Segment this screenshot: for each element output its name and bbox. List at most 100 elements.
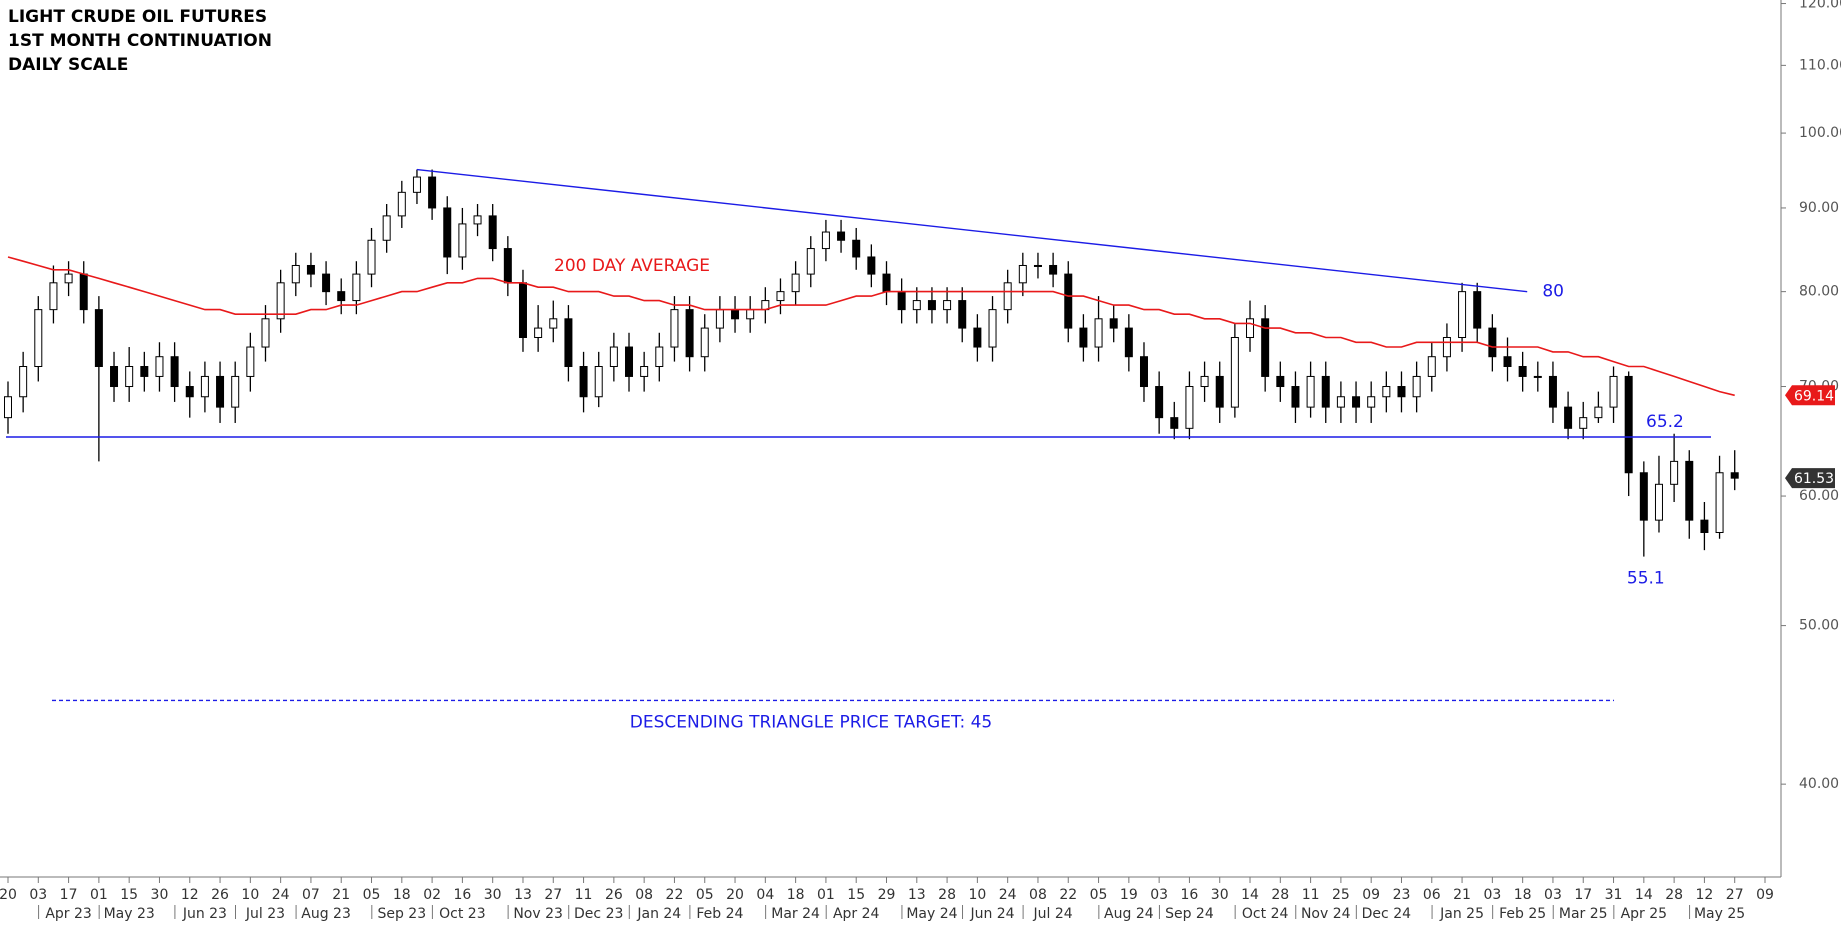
month-label: Feb 25 [1499,906,1546,922]
x-tick-label: 11 [575,887,593,903]
x-tick-label: 05 [696,887,714,903]
candle-body [882,273,891,293]
candle-body [579,366,588,398]
candle-body [988,309,997,348]
candle-body [110,366,119,388]
month-label: Mar 24 [771,906,820,922]
candle-body [306,264,315,275]
candle-body [488,215,497,250]
candle-body [79,273,88,311]
x-tick-label: 27 [544,887,562,903]
x-tick-label: 10 [241,887,259,903]
candle-body [1200,375,1209,388]
candle-body [261,318,270,348]
x-tick-label: 20 [0,887,17,903]
x-tick-label: 26 [605,887,623,903]
low-label: 55.1 [1627,569,1665,589]
x-tick-label: 31 [1605,887,1623,903]
candle-body [1230,336,1239,408]
price-tag [1785,385,1835,406]
candle-body [1518,366,1527,377]
candle-body [246,346,255,377]
x-tick-label: 03 [29,887,47,903]
candle-body [1609,375,1618,408]
x-tick-label: 25 [1332,887,1350,903]
x-tick-label: 18 [393,887,411,903]
candle-body [443,207,452,258]
candle-body [1397,386,1406,398]
chart-subtitle: 1ST MONTH CONTINUATION [8,31,272,51]
x-tick-label: 26 [211,887,229,903]
candle-body [1548,375,1557,408]
candle-body [276,282,285,320]
x-tick-label: 24 [272,887,290,903]
support-label: 65.2 [1646,412,1684,432]
candle-body [655,346,664,368]
month-label: Oct 24 [1242,906,1289,922]
candle-body [746,309,755,320]
month-label: Apr 23 [45,906,91,922]
candle-body [397,191,406,217]
candle-body [1715,472,1724,533]
candle-body [1139,356,1148,388]
price-tag-label: 61.53 [1794,471,1834,487]
candle-body [685,309,694,358]
month-label: Nov 24 [1301,906,1351,922]
x-tick-label: 06 [1423,887,1441,903]
month-label: May 25 [1694,906,1745,922]
candle-body [1124,327,1133,358]
candle-body [1094,318,1103,348]
candle-body [1564,406,1573,429]
price-tag-label: 69.14 [1794,388,1834,404]
month-label: Nov 23 [513,906,563,922]
candle-body [776,291,785,302]
month-label: May 23 [104,906,155,922]
month-label: May 24 [906,906,957,922]
month-label: Dec 23 [574,906,623,922]
candle-body [806,248,815,275]
moving-average-label: 200 DAY AVERAGE [554,256,710,276]
candle-body [1291,386,1300,408]
x-tick-label: 01 [90,887,108,903]
x-tick-label: 15 [120,887,138,903]
candle-body [1533,375,1542,378]
candle-body [731,309,740,320]
candle-body [594,366,603,398]
candle-body [1624,375,1633,474]
candle-body [1003,282,1012,311]
month-label: Sep 23 [377,906,426,922]
x-tick-label: 20 [726,887,744,903]
candle-body [1382,386,1391,398]
candle-body [64,273,73,284]
month-label: Aug 24 [1104,906,1154,922]
x-tick-label: 30 [151,887,169,903]
candle-body [1594,406,1603,419]
candle-body [897,291,906,311]
candle-body [1321,375,1330,408]
candle-body [140,366,149,377]
x-tick-label: 10 [968,887,986,903]
x-tick-label: 30 [484,887,502,903]
candle-body [670,309,679,348]
month-label: Dec 24 [1362,906,1411,922]
candle-body [1109,318,1118,329]
x-tick-label: 04 [756,887,774,903]
x-tick-label: 21 [1453,887,1471,903]
candle-body [625,346,634,377]
candle-body [1352,396,1361,408]
candle-body [564,318,573,368]
x-tick-label: 12 [181,887,199,903]
x-tick-label: 29 [878,887,896,903]
x-tick-label: 01 [817,887,835,903]
candle-body [1427,356,1436,377]
candle-body [549,318,558,329]
x-tick-label: 16 [1181,887,1199,903]
y-tick-label: 50.00 [1799,618,1839,634]
candle-body [382,215,391,241]
x-tick-label: 18 [1514,887,1532,903]
candle-body [1018,264,1027,284]
candle-body [1276,375,1285,388]
candle-body [1488,327,1497,358]
x-tick-label: 11 [1302,887,1320,903]
